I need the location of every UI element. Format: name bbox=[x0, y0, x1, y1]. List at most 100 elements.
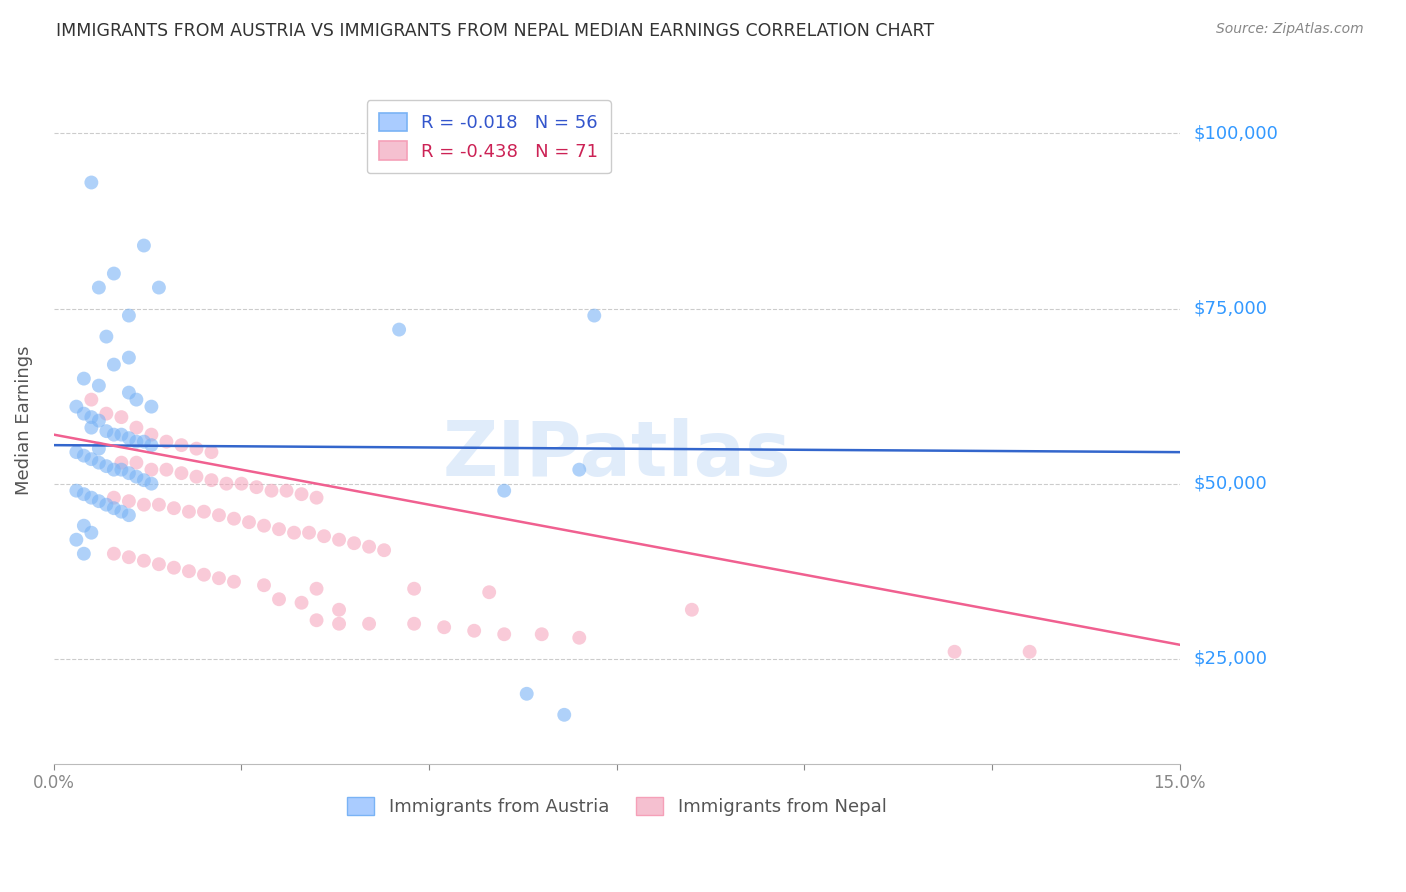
Point bbox=[267, 592, 290, 607]
Point bbox=[215, 476, 238, 491]
Point bbox=[177, 505, 200, 519]
Point bbox=[125, 392, 148, 407]
Point bbox=[516, 687, 538, 701]
Point bbox=[494, 483, 516, 498]
Point bbox=[305, 613, 328, 627]
Point bbox=[148, 280, 170, 294]
Point bbox=[103, 501, 125, 516]
Point bbox=[73, 371, 96, 385]
Point bbox=[238, 515, 260, 529]
Point bbox=[478, 585, 501, 599]
Text: ZIPatlas: ZIPatlas bbox=[443, 418, 792, 492]
Point bbox=[125, 456, 148, 470]
Point bbox=[132, 498, 155, 512]
Point bbox=[141, 463, 163, 477]
Point bbox=[125, 469, 148, 483]
Point bbox=[141, 400, 163, 414]
Point bbox=[583, 309, 606, 323]
Point bbox=[118, 550, 141, 565]
Point bbox=[148, 498, 170, 512]
Point bbox=[267, 522, 290, 536]
Point bbox=[200, 445, 222, 459]
Point bbox=[87, 456, 110, 470]
Point bbox=[388, 322, 411, 336]
Point bbox=[96, 424, 118, 438]
Point bbox=[80, 525, 103, 540]
Point bbox=[96, 459, 118, 474]
Point bbox=[253, 578, 276, 592]
Point bbox=[186, 442, 208, 456]
Point bbox=[200, 473, 222, 487]
Point bbox=[260, 483, 283, 498]
Point bbox=[73, 449, 96, 463]
Point bbox=[170, 438, 193, 452]
Point bbox=[222, 511, 245, 525]
Point bbox=[110, 427, 132, 442]
Point bbox=[65, 483, 87, 498]
Point bbox=[125, 420, 148, 434]
Point bbox=[328, 616, 350, 631]
Point bbox=[177, 564, 200, 578]
Point bbox=[73, 407, 96, 421]
Point bbox=[328, 533, 350, 547]
Point bbox=[433, 620, 456, 634]
Point bbox=[87, 494, 110, 508]
Point bbox=[568, 631, 591, 645]
Point bbox=[305, 491, 328, 505]
Text: $25,000: $25,000 bbox=[1194, 649, 1268, 668]
Point bbox=[245, 480, 267, 494]
Point bbox=[681, 603, 703, 617]
Point bbox=[276, 483, 298, 498]
Point bbox=[103, 491, 125, 505]
Point bbox=[305, 582, 328, 596]
Point bbox=[96, 498, 118, 512]
Point bbox=[87, 442, 110, 456]
Point bbox=[943, 645, 966, 659]
Point bbox=[132, 238, 155, 252]
Point bbox=[359, 540, 381, 554]
Point bbox=[96, 329, 118, 343]
Point bbox=[253, 518, 276, 533]
Point bbox=[148, 558, 170, 572]
Point bbox=[103, 427, 125, 442]
Point bbox=[290, 596, 312, 610]
Point bbox=[80, 176, 103, 190]
Point bbox=[463, 624, 485, 638]
Point bbox=[96, 407, 118, 421]
Point bbox=[283, 525, 305, 540]
Point bbox=[163, 501, 186, 516]
Point bbox=[110, 505, 132, 519]
Point bbox=[290, 487, 312, 501]
Point bbox=[530, 627, 553, 641]
Y-axis label: Median Earnings: Median Earnings bbox=[15, 346, 32, 495]
Point bbox=[87, 378, 110, 392]
Point bbox=[141, 438, 163, 452]
Point bbox=[222, 574, 245, 589]
Point bbox=[404, 582, 426, 596]
Point bbox=[141, 427, 163, 442]
Text: $75,000: $75,000 bbox=[1194, 300, 1268, 318]
Point bbox=[298, 525, 321, 540]
Point bbox=[328, 603, 350, 617]
Point bbox=[87, 414, 110, 428]
Point bbox=[155, 463, 177, 477]
Text: $50,000: $50,000 bbox=[1194, 475, 1267, 492]
Point bbox=[87, 280, 110, 294]
Point bbox=[1018, 645, 1040, 659]
Point bbox=[132, 434, 155, 449]
Point bbox=[65, 400, 87, 414]
Point bbox=[118, 494, 141, 508]
Point bbox=[80, 410, 103, 425]
Point bbox=[132, 554, 155, 568]
Point bbox=[73, 547, 96, 561]
Point bbox=[155, 434, 177, 449]
Point bbox=[103, 358, 125, 372]
Point bbox=[193, 505, 215, 519]
Point bbox=[118, 466, 141, 480]
Point bbox=[373, 543, 395, 558]
Point bbox=[359, 616, 381, 631]
Legend: Immigrants from Austria, Immigrants from Nepal: Immigrants from Austria, Immigrants from… bbox=[340, 789, 894, 823]
Point bbox=[118, 309, 141, 323]
Point bbox=[343, 536, 366, 550]
Point bbox=[118, 431, 141, 445]
